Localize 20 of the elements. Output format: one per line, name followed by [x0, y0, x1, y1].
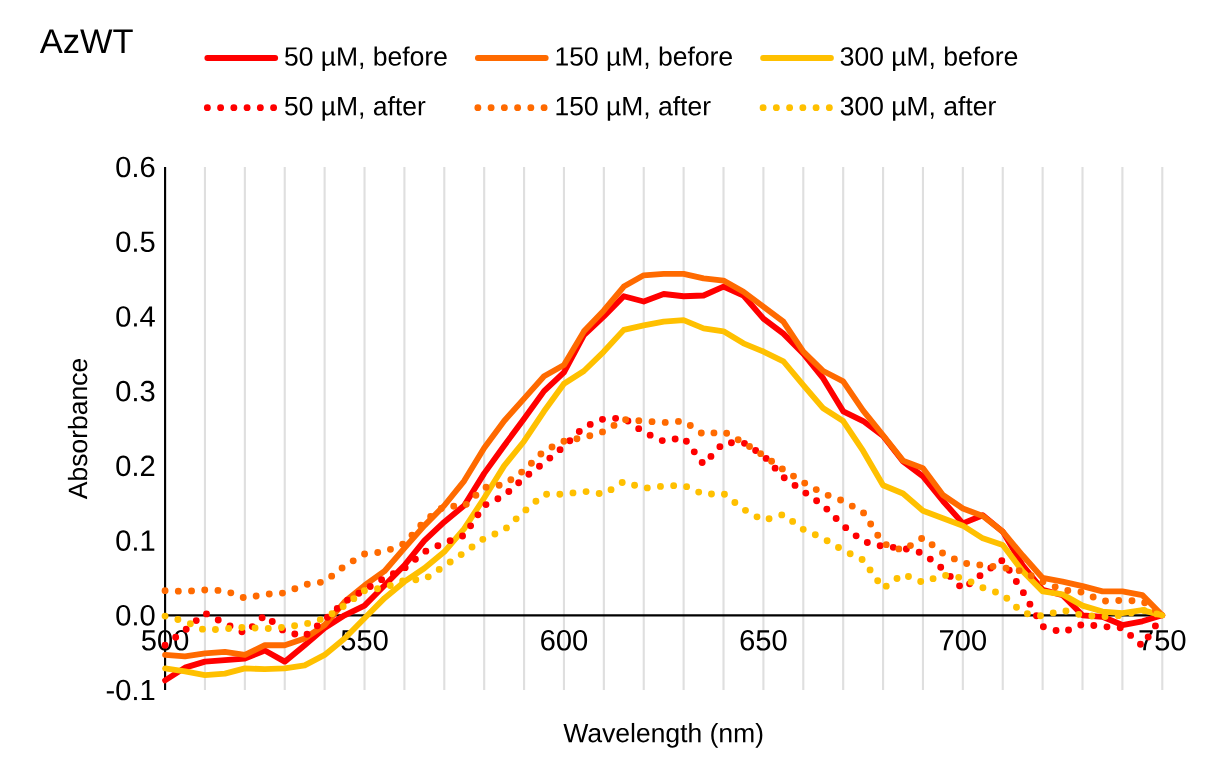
x-tick-label: 650: [740, 629, 787, 651]
x-axis-title: Wavelength (nm): [563, 722, 763, 748]
x-tick-label: 600: [541, 629, 588, 651]
x-tick-label: 700: [940, 629, 986, 651]
y-tick-label: 0.4: [116, 306, 155, 327]
legend-label: 50 µM, before: [285, 46, 447, 72]
y-tick-label: 0.3: [116, 380, 155, 402]
y-tick-label: 0.1: [116, 530, 155, 551]
legend-label: 300 µM, before: [840, 46, 1018, 72]
y-tick-label: 0.5: [116, 231, 155, 252]
legend-label: 150 µM, before: [556, 46, 732, 72]
y-tick-label: 0.0: [116, 605, 155, 626]
chart-title: AzWT: [39, 29, 133, 54]
legend-label: 150 µM, after: [556, 96, 711, 121]
legend-label: 300 µM, after: [840, 96, 996, 121]
legend-label: 50 µM, after: [285, 96, 426, 121]
y-tick-label: 0.2: [116, 455, 155, 477]
y-tick-label: 0.6: [116, 156, 155, 178]
y-tick-label: -0.1: [106, 679, 155, 701]
y-axis-title: Absorbance: [67, 359, 88, 500]
